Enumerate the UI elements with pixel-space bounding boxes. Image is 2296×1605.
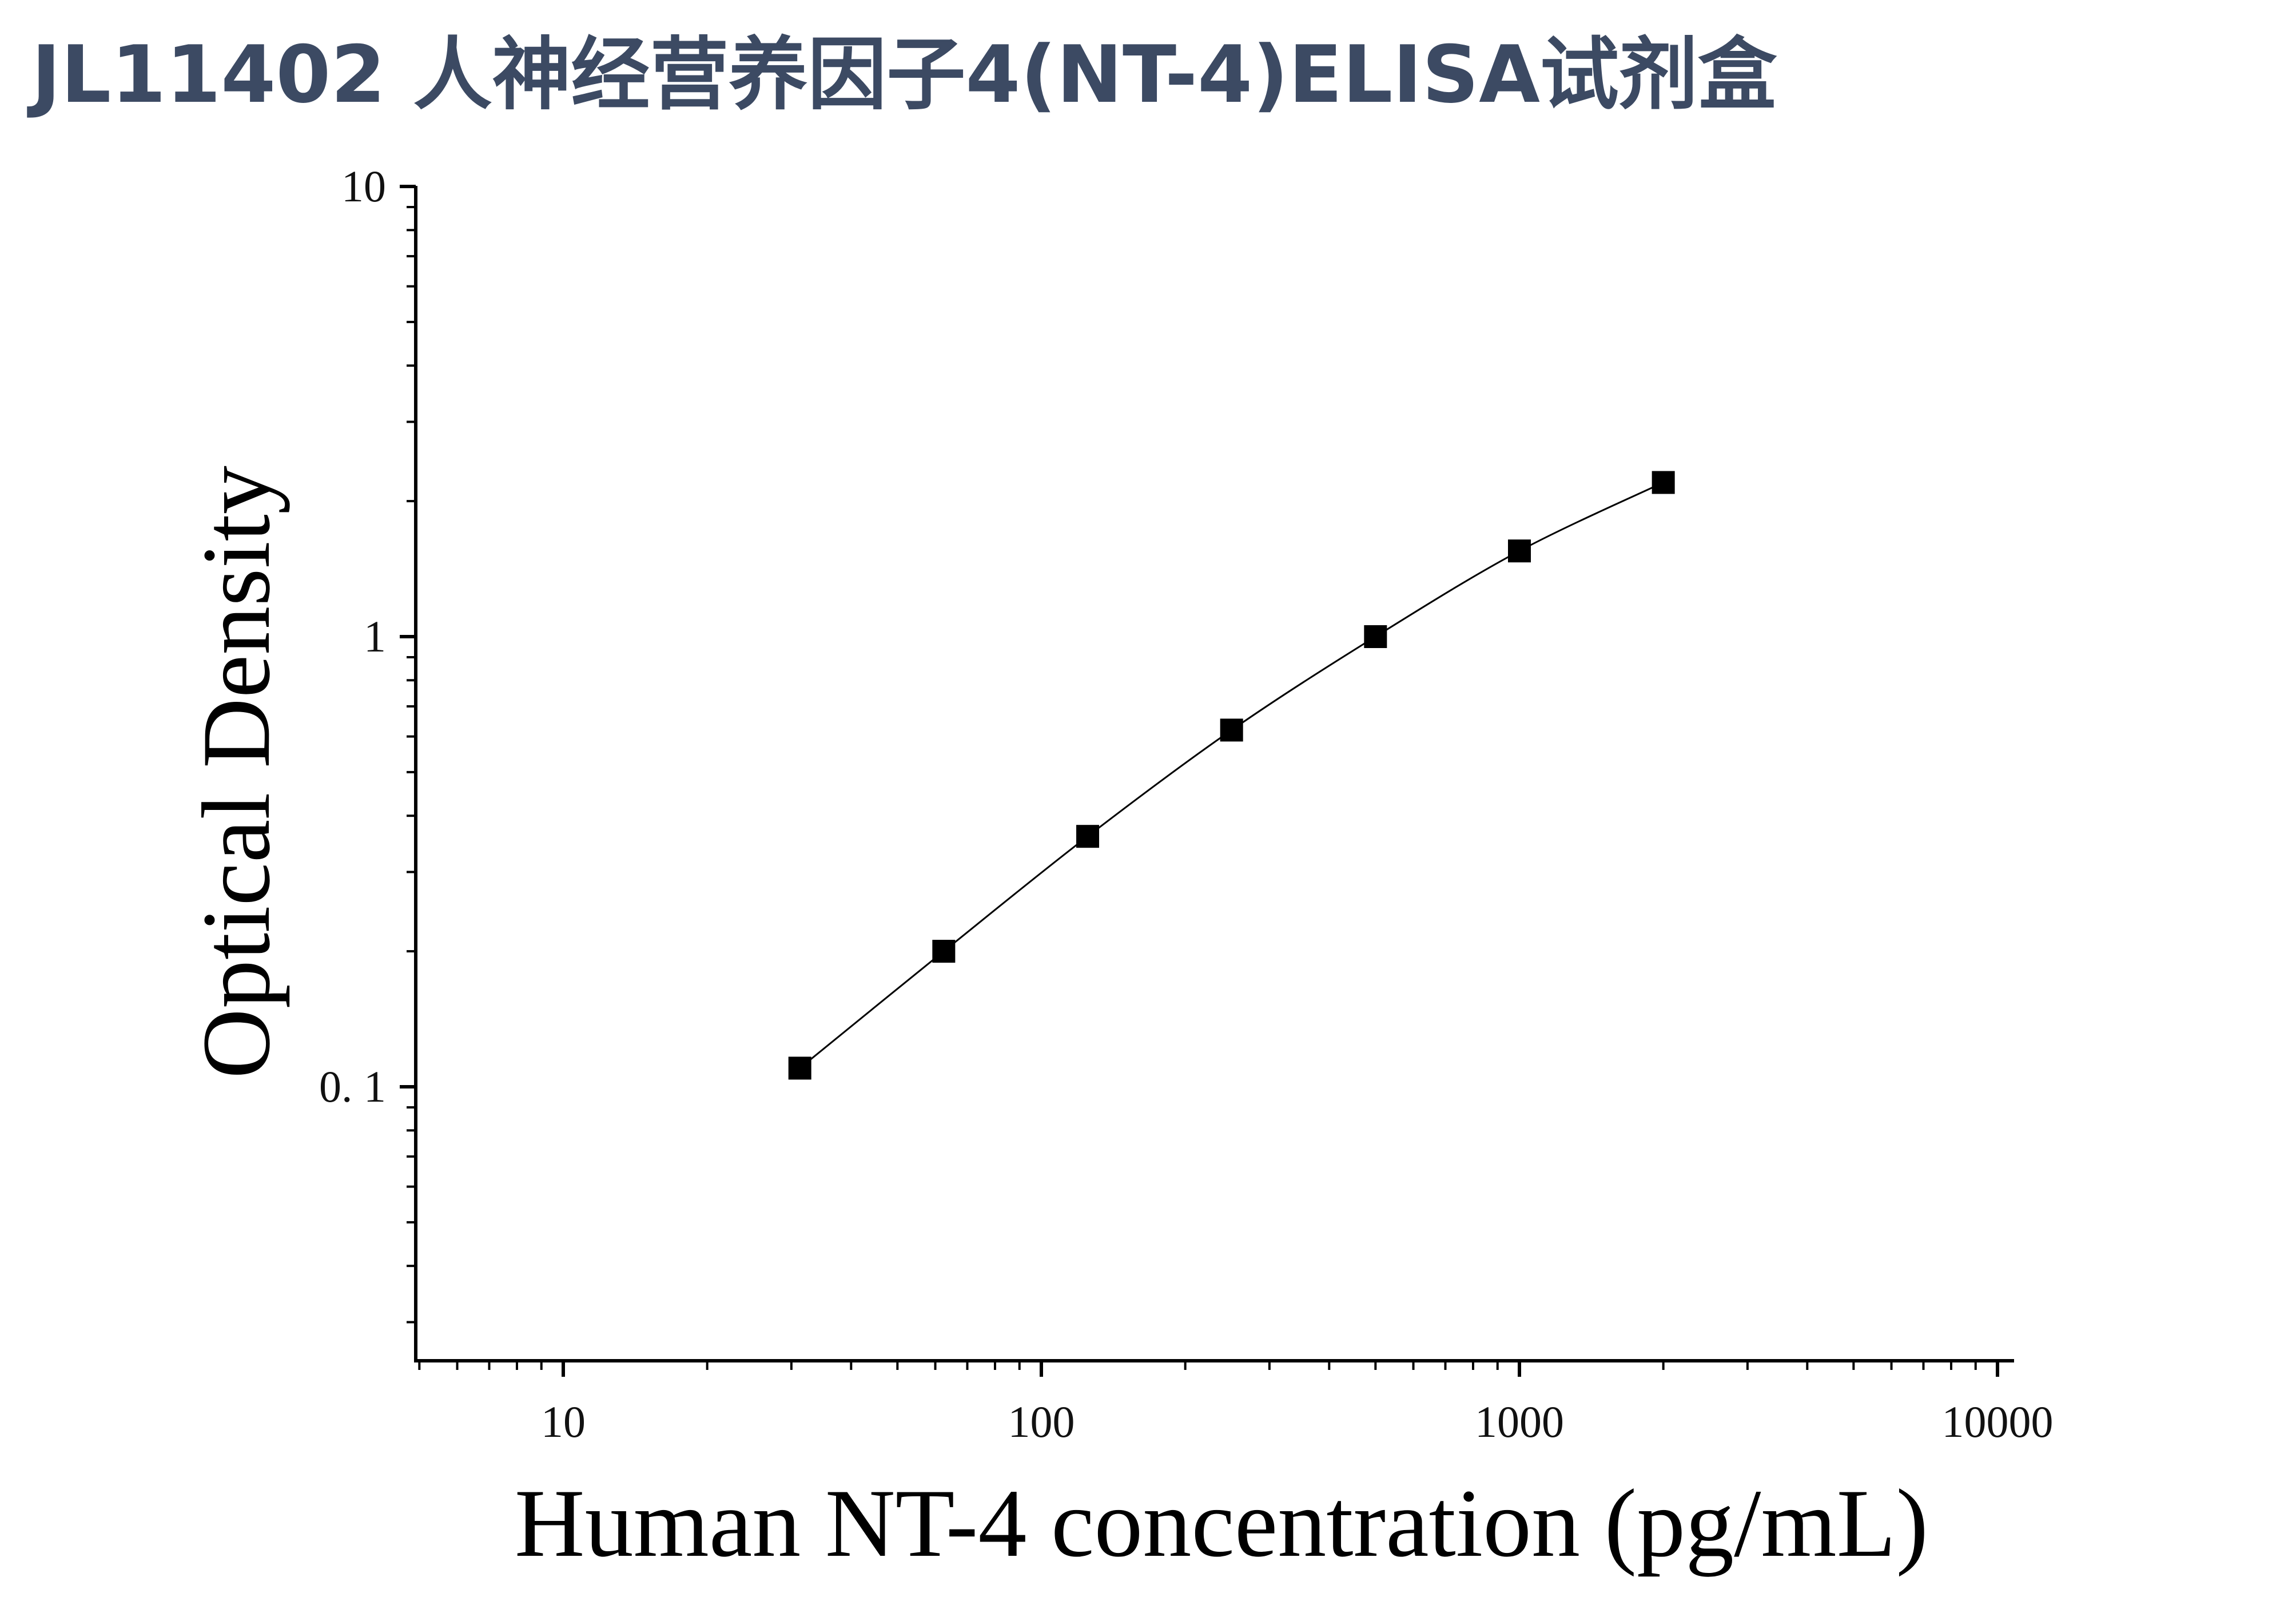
y-axis-title: Optical Density [182,466,290,1079]
plot-area: 10 100 1000 10000 0. 1 1 10 [319,161,2054,1447]
y-tick-label: 1 [364,611,386,661]
data-point-marker [1364,625,1387,648]
x-axis-tick-labels: 10 100 1000 10000 [541,1397,2054,1447]
data-point-marker [1508,539,1531,563]
x-axis-ticks [418,1361,1999,1377]
data-point-marker [1220,718,1243,742]
data-point-marker [1076,825,1100,848]
x-tick-label: 10 [541,1397,586,1447]
data-point-marker [1652,471,1675,494]
x-tick-label: 10000 [1942,1397,2054,1447]
x-axis-title: Human NT-4 concentration (pg/mL) [515,1469,1928,1577]
data-point-markers [788,471,1675,1080]
y-tick-label: 10 [341,161,386,211]
x-tick-label: 1000 [1475,1397,1564,1447]
y-axis-ticks [400,185,416,1324]
data-point-marker [788,1056,811,1080]
y-axis-tick-labels: 0. 1 1 10 [319,161,386,1111]
x-tick-label: 100 [1008,1397,1075,1447]
page-title: JL11402 人神经营养因子4(NT-4)ELISA试剂盒 [27,29,1777,121]
y-tick-label: 0. 1 [319,1062,386,1111]
data-point-marker [932,940,956,963]
